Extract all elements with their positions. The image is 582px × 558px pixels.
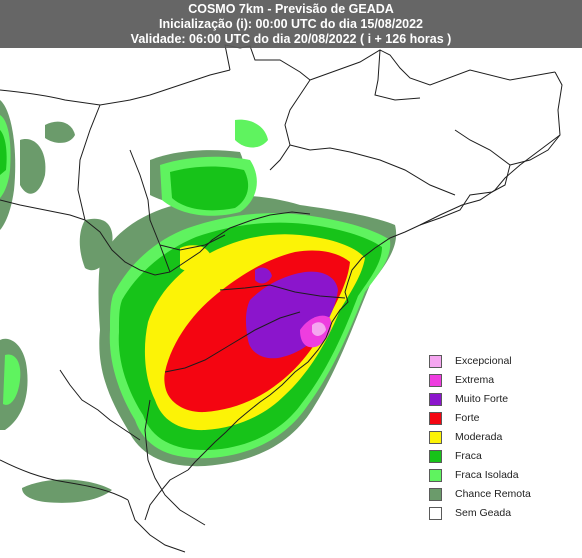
legend-swatch <box>429 450 442 463</box>
title-bar: COSMO 7km - Previsão de GEADA Inicializa… <box>0 0 582 48</box>
legend-label: Extrema <box>455 374 495 386</box>
legend-swatch <box>429 488 442 501</box>
title-line-validity: Validade: 06:00 UTC do dia 20/08/2022 ( … <box>130 32 452 46</box>
legend-swatch <box>429 393 442 406</box>
legend-label: Excepcional <box>455 355 512 367</box>
coastline <box>144 134 561 521</box>
legend-label: Chance Remota <box>455 488 531 500</box>
legend-swatch <box>429 412 442 425</box>
legend-label: Fraca <box>455 450 482 462</box>
title-line-model: COSMO 7km - Previsão de GEADA <box>188 2 394 16</box>
legend-swatch <box>429 469 442 482</box>
title-line-initialization: Inicialização (i): 00:00 UTC do dia 15/0… <box>159 17 423 31</box>
legend-swatch <box>429 507 442 520</box>
legend-swatch <box>429 431 442 444</box>
legend-swatch <box>429 355 442 368</box>
legend-label: Fraca Isolada <box>455 469 519 481</box>
legend-label: Moderada <box>455 431 503 443</box>
layer-excepcional <box>312 322 326 336</box>
legend-label: Sem Geada <box>455 507 512 519</box>
legend-label: Forte <box>455 412 480 424</box>
legend-label: Muito Forte <box>455 393 509 405</box>
political-borders <box>0 44 563 553</box>
legend-swatch <box>429 374 442 387</box>
